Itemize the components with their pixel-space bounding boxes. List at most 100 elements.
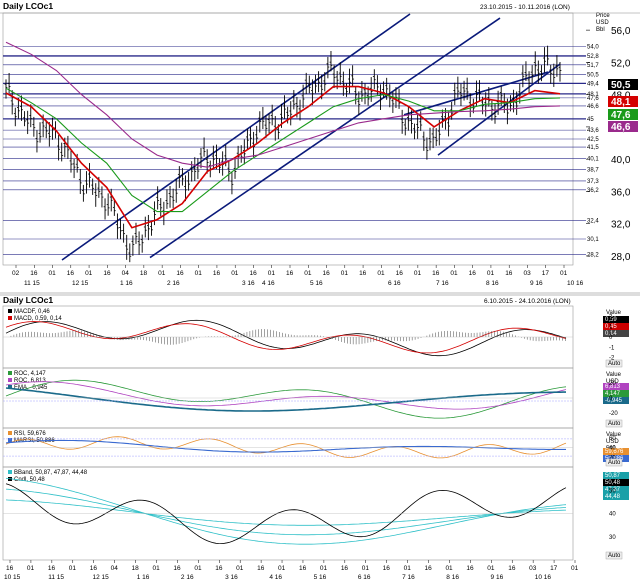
roc-legend-0: ROC, 4,147 xyxy=(14,371,46,377)
minor-tick-label: 47,6 xyxy=(587,96,599,102)
rsi-auto: Auto xyxy=(608,460,621,466)
bottom-x-tick-label: 01 xyxy=(194,565,202,572)
x-tick-label: 01 xyxy=(341,270,349,277)
roc-legend-2: EMA, -0,945 xyxy=(14,385,48,391)
roc-auto-box xyxy=(605,419,623,428)
x-tick-label: 17 xyxy=(542,270,550,277)
moving-average-1 xyxy=(5,85,561,229)
bottom-x-tick-label: 16 xyxy=(90,565,98,572)
rsi-auto-box xyxy=(605,458,623,467)
macd-auto: Auto xyxy=(608,361,621,367)
main-title: Daily LCOc1 xyxy=(3,1,53,11)
x-tick-label: 01 xyxy=(158,270,166,277)
bb-line-1 xyxy=(5,488,567,536)
bottom-x-tick-label: 16 xyxy=(257,565,265,572)
x-tick-label: 16 xyxy=(505,270,513,277)
macd-line-1 xyxy=(5,321,567,354)
bottom-x-tick-label: 04 xyxy=(111,565,119,572)
macd-legend-swatch-1 xyxy=(8,316,12,320)
bottom-x-axis: 16 01 16 01 16 04 18 01 16 01 16 01 16 01 16 01 16 01 16 01… xyxy=(4,560,579,581)
x-tick-label: 02 xyxy=(12,270,20,277)
price-tag-bg-0 xyxy=(608,79,638,90)
bb-tag-1: 50,48 xyxy=(605,480,621,486)
x-tick-label: 16 xyxy=(249,270,257,277)
rsi-unit-1: USD xyxy=(606,439,619,445)
bottom-x-tick-label: 01 xyxy=(404,565,412,572)
minor-tick-label: 50,5 xyxy=(587,72,599,78)
sub-title: Daily LCOc1 xyxy=(3,295,53,305)
rsi-tag-bg-1 xyxy=(603,455,629,462)
minor-tick-label: 36,2 xyxy=(587,188,599,194)
main-x-axis: 02 16 01 16 01 16 04 18 01 16 01 16 01 16 01 16 01 16 01 16… xyxy=(12,265,584,287)
roc-tag-bg-2 xyxy=(603,397,629,404)
x-tick-label: 01 xyxy=(487,270,495,277)
minor-tick-label: 38,7 xyxy=(587,168,599,174)
main-date-range: 23.10.2015 - 10.11.2016 (LON) xyxy=(480,4,570,11)
x-month-label: 8 16 xyxy=(486,280,499,287)
sub-date-range: 6.10.2015 - 24.10.2016 (LON) xyxy=(484,298,571,305)
bb-auto-box xyxy=(605,551,623,560)
moving-average-2 xyxy=(5,87,561,213)
price-bars xyxy=(4,45,562,263)
bb-ytick-2: 30 xyxy=(609,535,616,541)
macd-legend-0: MACDF, 0,46 xyxy=(14,309,50,315)
bottom-x-tick-label: 16 xyxy=(215,565,223,572)
macd-ytick-4: -2 xyxy=(609,356,615,362)
x-month-label: 3 16 xyxy=(242,280,255,287)
roc-unit-1: USD xyxy=(606,379,619,385)
x-tick-label: 16 xyxy=(176,270,184,277)
x-month-label: 11 15 xyxy=(24,280,40,287)
bottom-month-label: 11 15 xyxy=(48,574,64,581)
bottom-x-tick-label: 01 xyxy=(362,565,370,572)
bottom-month-label: 7 16 xyxy=(402,574,415,581)
bottom-x-tick-label: 16 xyxy=(508,565,516,572)
bottom-month-label: 2 16 xyxy=(181,574,194,581)
bb-ytick-1: 40 xyxy=(609,512,616,518)
bottom-x-tick-label: 16 xyxy=(466,565,474,572)
bottom-x-tick-label: 01 xyxy=(278,565,286,572)
bottom-x-tick-label: 01 xyxy=(320,565,328,572)
bottom-x-tick-label: 01 xyxy=(152,565,160,572)
x-tick-label: 01 xyxy=(49,270,57,277)
bb-tag-3: 44,48 xyxy=(605,494,621,500)
roc-tag-2: -0,945 xyxy=(605,398,623,404)
roc-legend-1: ROC, 6,813 xyxy=(14,378,46,384)
x-tick-label: 16 xyxy=(323,270,331,277)
bottom-x-tick-label: 17 xyxy=(550,565,558,572)
roc-line-0 xyxy=(5,379,567,419)
rsi-ytick-0: 60 xyxy=(609,436,616,442)
rsi-unit-0: Value xyxy=(606,432,622,438)
x-tick-label: 16 xyxy=(469,270,477,277)
macd-tag-bg-2 xyxy=(603,330,629,337)
bottom-month-label: 9 16 xyxy=(491,574,504,581)
x-tick-label: 01 xyxy=(85,270,93,277)
roc-auto: Auto xyxy=(608,421,621,427)
bb-legend-0: BBand, 50,87, 47,87, 44,48 xyxy=(14,470,88,476)
roc-tag-bg-0 xyxy=(603,383,629,390)
price-tag-1: 48,1 xyxy=(611,97,631,108)
x-month-label: 5 16 xyxy=(310,280,323,287)
minor-tick-label: 28,2 xyxy=(587,252,599,258)
bottom-month-label: 4 16 xyxy=(269,574,282,581)
macd-tag-bg-1 xyxy=(603,323,629,330)
x-tick-label: 01 xyxy=(414,270,422,277)
roc-tag-1: 4,147 xyxy=(605,391,621,397)
x-tick-label: 16 xyxy=(103,270,111,277)
major-tick-label: 52,0 xyxy=(611,58,631,69)
x-tick-label: 01 xyxy=(560,270,568,277)
x-tick-label: 01 xyxy=(377,270,385,277)
x-month-label: 10 16 xyxy=(567,280,584,287)
major-tick-label: 32,0 xyxy=(611,220,631,231)
x-month-label: 2 16 xyxy=(167,280,180,287)
bottom-month-label: 5 16 xyxy=(314,574,327,581)
bb-legend-swatch-0 xyxy=(8,470,12,474)
bottom-x-tick-label: 01 xyxy=(571,565,579,572)
bottom-x-tick-label: 01 xyxy=(27,565,35,572)
bottom-x-tick-label: 18 xyxy=(132,565,140,572)
x-tick-label: 01 xyxy=(304,270,312,277)
bottom-x-tick-label: 16 xyxy=(341,565,349,572)
x-tick-label: 16 xyxy=(67,270,75,277)
x-tick-label: 03 xyxy=(523,270,531,277)
bottom-x-tick-label: 16 xyxy=(383,565,391,572)
